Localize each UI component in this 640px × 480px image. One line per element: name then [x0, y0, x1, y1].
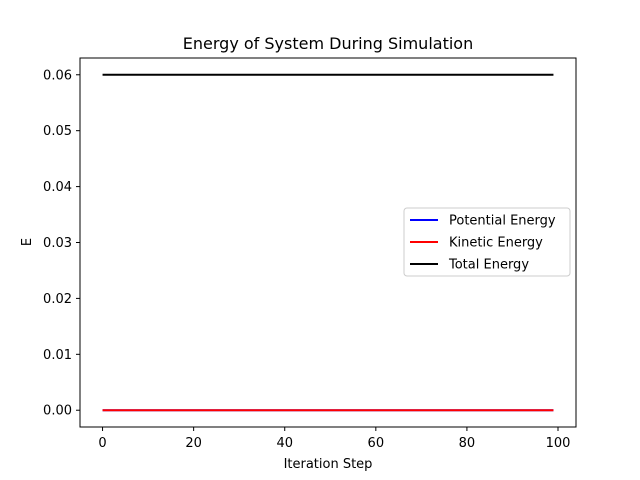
plot-area-frame	[79, 57, 577, 428]
legend-label: Total Energy	[448, 258, 529, 273]
y-axis-ticks: 0.00 0.01 0.02 0.03 0.04 0.05 0.06	[43, 68, 80, 419]
chart-title: Energy of System During Simulation	[183, 34, 473, 53]
y-tick-label: 0.04	[43, 180, 72, 195]
x-tick-label: 100	[546, 436, 571, 451]
y-tick-label: 0.05	[43, 124, 72, 139]
x-axis-label: Iteration Step	[284, 457, 373, 472]
legend-label: Potential Energy	[449, 214, 556, 229]
x-tick-label: 60	[368, 436, 385, 451]
x-tick-label: 20	[185, 436, 202, 451]
x-tick-label: 40	[276, 436, 293, 451]
x-tick-label: 0	[98, 436, 106, 451]
y-axis-label: E	[20, 238, 35, 246]
legend-label: Kinetic Energy	[449, 236, 543, 251]
y-tick-label: 0.03	[43, 236, 72, 251]
legend: Potential Energy Kinetic Energy Total Ener…	[403, 207, 571, 277]
y-tick-label: 0.02	[43, 292, 72, 307]
y-tick-label: 0.06	[43, 68, 72, 83]
series-layer	[102, 73, 554, 412]
y-tick-label: 0.01	[43, 348, 72, 363]
y-tick-label: 0.00	[43, 404, 72, 419]
x-axis-ticks: 0 20 40 60 80 100	[98, 427, 570, 451]
legend-box	[403, 207, 571, 277]
x-tick-label: 80	[459, 436, 476, 451]
